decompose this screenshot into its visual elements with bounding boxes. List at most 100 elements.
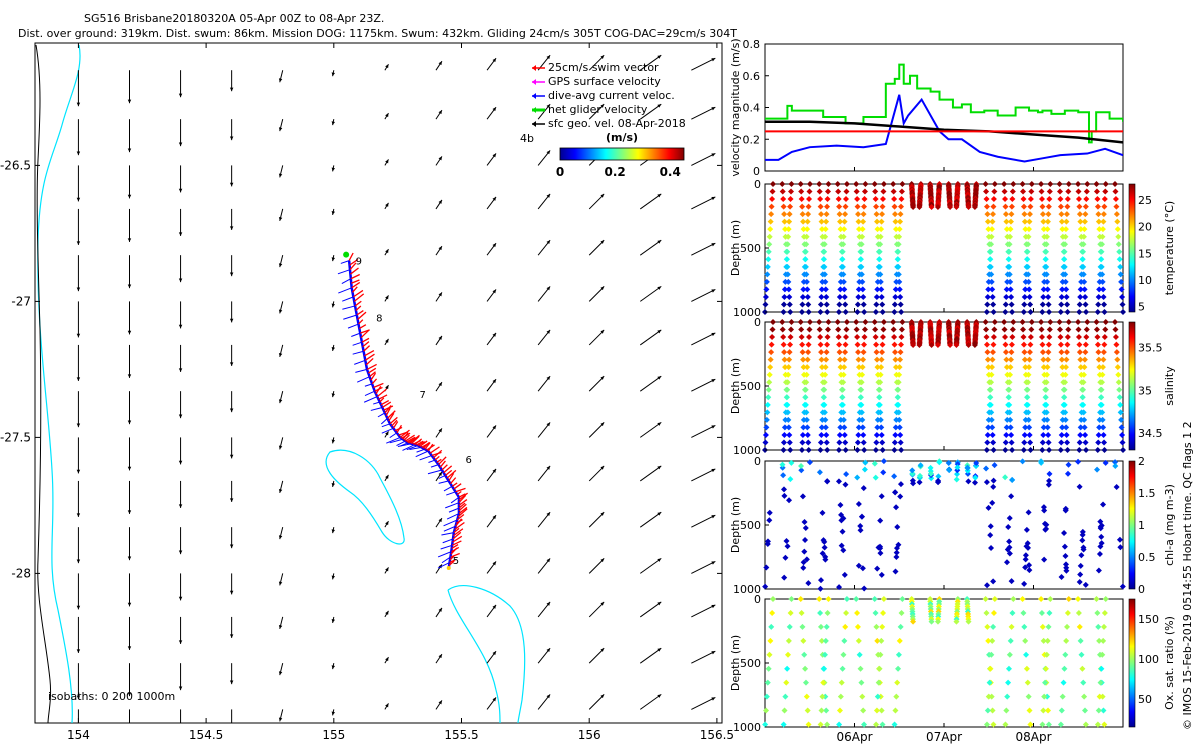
profile-point bbox=[787, 334, 794, 341]
profile-point bbox=[802, 665, 809, 672]
profile-point bbox=[988, 651, 995, 658]
profile-point bbox=[1115, 379, 1122, 386]
profile-point bbox=[837, 364, 844, 371]
profile-point bbox=[788, 181, 795, 187]
current-vector bbox=[278, 344, 284, 358]
current-vector bbox=[486, 697, 497, 710]
profile-point bbox=[1023, 263, 1030, 270]
current-vector bbox=[537, 150, 551, 166]
profile-point bbox=[1076, 349, 1083, 356]
profile-point bbox=[1115, 233, 1122, 240]
swim-vector bbox=[362, 341, 370, 348]
profile-point bbox=[879, 203, 886, 210]
current-vector bbox=[229, 616, 234, 638]
current-vector bbox=[588, 103, 605, 120]
profile-point bbox=[1116, 248, 1123, 255]
profile-point bbox=[854, 341, 861, 348]
profile-point bbox=[836, 439, 843, 446]
profile-point bbox=[879, 447, 886, 453]
profile-point bbox=[946, 467, 953, 474]
profile-point bbox=[1075, 609, 1082, 616]
profile-point bbox=[1026, 356, 1033, 363]
velocity-y-tick-label: 0 bbox=[753, 165, 760, 178]
profile-point bbox=[823, 623, 830, 630]
profile-point bbox=[874, 424, 881, 431]
profile-point bbox=[785, 226, 792, 233]
profile-point bbox=[836, 584, 843, 591]
profile-point bbox=[823, 439, 830, 446]
profile-point bbox=[991, 181, 998, 187]
profile-point bbox=[1022, 226, 1029, 233]
profile-point bbox=[1116, 386, 1123, 393]
profile-point bbox=[1083, 334, 1090, 341]
profile-point bbox=[779, 188, 786, 195]
current-vector bbox=[229, 663, 234, 685]
swim-vector bbox=[458, 493, 466, 498]
profile-point bbox=[841, 293, 848, 300]
profile-point bbox=[987, 523, 994, 530]
swim-vector bbox=[352, 286, 358, 293]
profile-point bbox=[1003, 431, 1010, 438]
profile-point bbox=[1046, 477, 1053, 484]
profile-point bbox=[1040, 504, 1047, 511]
current-vector bbox=[229, 437, 234, 459]
profile-point bbox=[824, 326, 831, 333]
profile-point bbox=[1078, 409, 1085, 416]
profile-point bbox=[1028, 326, 1035, 333]
current-vector bbox=[588, 465, 605, 482]
day-marker-label: 7 bbox=[420, 390, 426, 401]
profile-point bbox=[784, 241, 791, 248]
profile-point bbox=[806, 196, 813, 203]
profile-point bbox=[767, 218, 774, 225]
profile-point bbox=[1025, 509, 1032, 516]
profile-point bbox=[820, 679, 827, 686]
dac-vector bbox=[364, 383, 373, 387]
profile-point bbox=[990, 447, 997, 453]
current-vector bbox=[278, 391, 284, 404]
profile-point bbox=[1117, 271, 1124, 278]
profile-point bbox=[784, 386, 791, 393]
profile-point bbox=[897, 431, 904, 438]
current-vector bbox=[537, 601, 551, 618]
profile-point bbox=[1065, 181, 1072, 187]
profile-point bbox=[878, 431, 885, 438]
profile-point bbox=[856, 409, 863, 416]
profile-point bbox=[983, 465, 990, 472]
profile-point bbox=[804, 293, 811, 300]
profile-point bbox=[853, 596, 860, 602]
profile-point bbox=[1043, 651, 1050, 658]
profile-point bbox=[1057, 188, 1064, 195]
profile-point bbox=[875, 544, 882, 551]
profile-point bbox=[780, 439, 787, 446]
profile-point bbox=[1002, 447, 1009, 453]
profile-point bbox=[891, 334, 898, 341]
profile-y-tick-label: 1000 bbox=[733, 583, 761, 596]
profile-point bbox=[1005, 679, 1012, 686]
profile-point bbox=[839, 256, 846, 263]
profile-point bbox=[928, 204, 935, 211]
profile-point bbox=[768, 349, 775, 356]
profile-point bbox=[1040, 286, 1047, 293]
current-vector bbox=[76, 480, 81, 517]
current-vector bbox=[486, 425, 497, 438]
profile-point bbox=[954, 471, 961, 478]
profile-point bbox=[1002, 474, 1009, 481]
profile-point bbox=[1027, 447, 1034, 453]
profile-point bbox=[910, 618, 917, 625]
profile-point bbox=[1022, 286, 1029, 293]
profile-point bbox=[897, 356, 904, 363]
current-vector bbox=[278, 70, 284, 83]
profile-point bbox=[1114, 226, 1121, 233]
profile-point bbox=[982, 181, 989, 187]
profile-point bbox=[782, 226, 789, 233]
profile-point bbox=[861, 341, 868, 348]
profile-point bbox=[836, 349, 843, 356]
profile-point bbox=[1114, 356, 1121, 363]
profile-point bbox=[1077, 218, 1084, 225]
profile-point bbox=[990, 721, 997, 728]
profile-point bbox=[806, 188, 813, 195]
swim-vector bbox=[458, 494, 467, 504]
profile-point bbox=[987, 665, 994, 672]
profile-point bbox=[1084, 319, 1091, 325]
profile-point bbox=[1098, 386, 1105, 393]
